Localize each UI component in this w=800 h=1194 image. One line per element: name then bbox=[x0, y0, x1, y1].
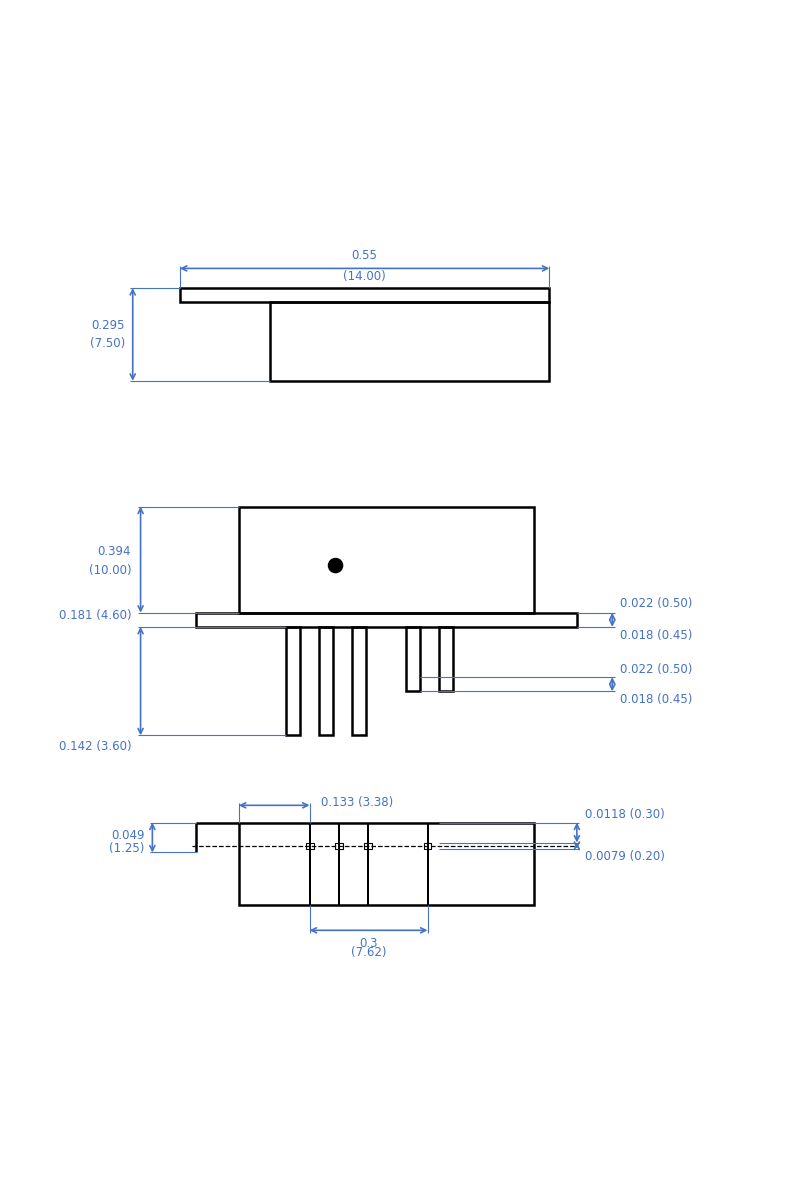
Circle shape bbox=[329, 559, 342, 573]
Text: (10.00): (10.00) bbox=[89, 565, 131, 577]
Text: 0.3: 0.3 bbox=[359, 936, 378, 949]
Text: 0.022 (0.50): 0.022 (0.50) bbox=[620, 663, 693, 676]
Bar bbox=[438, 627, 453, 691]
Bar bbox=[239, 823, 534, 905]
Bar bbox=[180, 288, 550, 302]
Text: (7.50): (7.50) bbox=[90, 338, 125, 350]
Text: 0.0118 (0.30): 0.0118 (0.30) bbox=[585, 808, 665, 821]
Bar bbox=[352, 627, 366, 736]
Bar bbox=[334, 843, 342, 849]
Text: 0.142 (3.60): 0.142 (3.60) bbox=[58, 740, 131, 753]
Bar bbox=[270, 302, 550, 381]
Text: 0.295: 0.295 bbox=[91, 319, 125, 332]
Text: 0.394: 0.394 bbox=[98, 546, 131, 559]
Bar bbox=[406, 627, 420, 691]
Bar bbox=[364, 843, 372, 849]
Text: (1.25): (1.25) bbox=[109, 842, 145, 855]
Bar bbox=[196, 613, 577, 627]
Text: 0.133 (3.38): 0.133 (3.38) bbox=[322, 796, 394, 810]
Bar bbox=[423, 843, 431, 849]
Text: 0.022 (0.50): 0.022 (0.50) bbox=[620, 597, 693, 610]
Text: 0.0079 (0.20): 0.0079 (0.20) bbox=[585, 850, 665, 863]
Text: 0.018 (0.45): 0.018 (0.45) bbox=[620, 693, 693, 706]
Bar bbox=[239, 506, 534, 613]
Text: (14.00): (14.00) bbox=[343, 270, 386, 283]
Text: 0.55: 0.55 bbox=[352, 250, 378, 263]
Bar bbox=[286, 627, 300, 736]
Text: 0.018 (0.45): 0.018 (0.45) bbox=[620, 629, 693, 642]
Text: 0.049: 0.049 bbox=[111, 829, 145, 842]
Text: 0.181 (4.60): 0.181 (4.60) bbox=[58, 609, 131, 622]
Bar bbox=[319, 627, 333, 736]
Bar bbox=[306, 843, 314, 849]
Text: (7.62): (7.62) bbox=[351, 946, 386, 959]
